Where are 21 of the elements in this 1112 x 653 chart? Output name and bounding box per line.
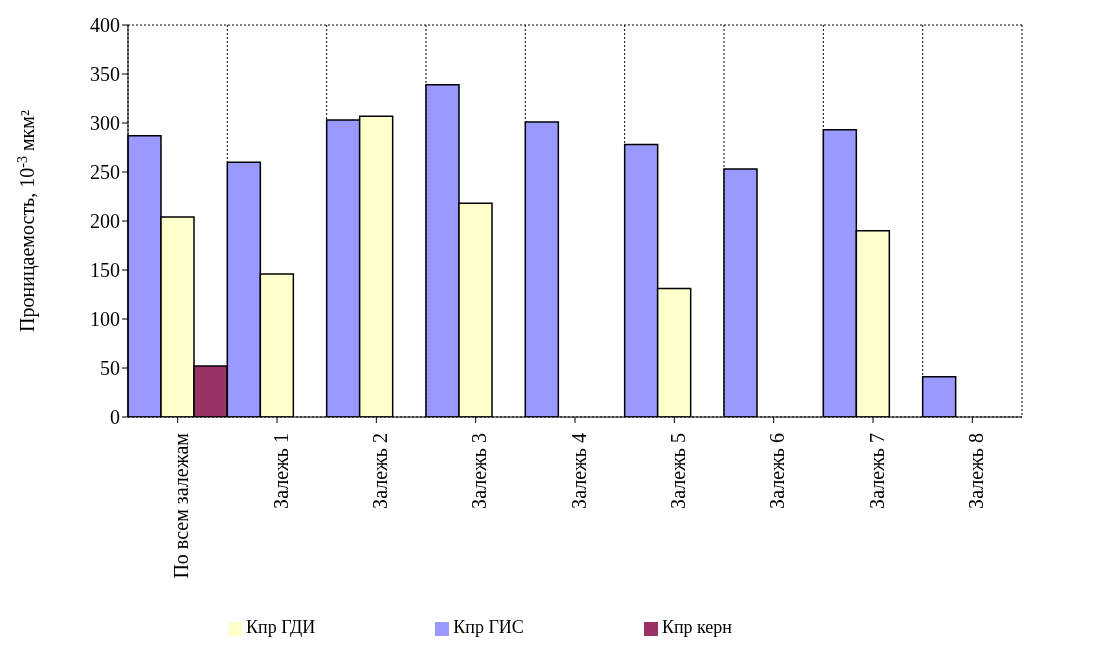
x-tick-label: Залежь 5 <box>666 433 689 509</box>
y-tick-label: 300 <box>90 112 120 135</box>
x-tick-label: Залежь 2 <box>368 433 391 509</box>
x-tick-label: Залежь 4 <box>567 433 590 509</box>
y-tick-label: 200 <box>90 210 120 233</box>
x-tick-label: Залежь 8 <box>964 433 987 509</box>
x-tick-label: Залежь 1 <box>269 433 292 509</box>
x-tick-label: Залежь 6 <box>766 433 789 509</box>
y-tick-label: 0 <box>110 406 120 429</box>
y-tick-label: 250 <box>90 161 120 184</box>
y-tick-label: 150 <box>90 259 120 282</box>
legend-label: Кпр керн <box>661 617 732 637</box>
y-tick-label: 50 <box>100 357 120 380</box>
x-tick-label: Залежь 7 <box>865 433 888 509</box>
legend-label: Кпр ГДИ <box>246 617 316 637</box>
y-tick-label: 350 <box>90 63 120 86</box>
x-tick-label: Залежь 3 <box>468 433 491 509</box>
y-tick-label: 100 <box>90 308 120 331</box>
y-tick-label: 400 <box>90 14 120 37</box>
x-tick-label: По всем залежам <box>170 432 193 579</box>
legend-label: Кпр ГИС <box>453 617 524 637</box>
